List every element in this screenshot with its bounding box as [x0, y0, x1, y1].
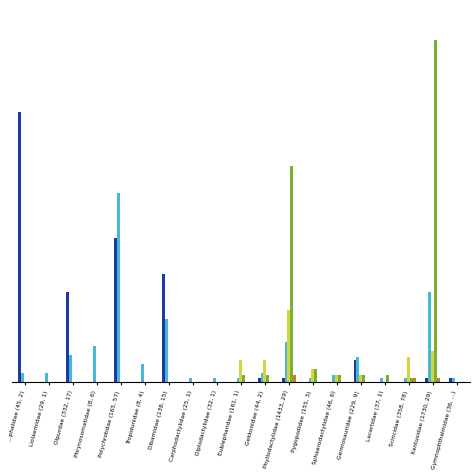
Bar — [311, 369, 314, 383]
Bar — [290, 166, 293, 383]
Bar — [242, 375, 245, 383]
Bar — [164, 319, 168, 383]
Bar — [413, 378, 416, 383]
Bar — [354, 360, 356, 383]
Bar — [258, 378, 261, 383]
Bar — [162, 274, 164, 383]
Bar — [114, 238, 117, 383]
Bar — [284, 342, 287, 383]
Bar — [386, 375, 389, 383]
Bar — [264, 360, 266, 383]
Bar — [449, 378, 452, 383]
Bar — [431, 351, 434, 383]
Bar — [21, 374, 24, 383]
Bar — [237, 378, 239, 383]
Bar — [261, 374, 264, 383]
Bar — [452, 378, 455, 383]
Bar — [428, 292, 431, 383]
Bar — [189, 378, 191, 383]
Bar — [338, 375, 341, 383]
Bar — [309, 378, 311, 383]
Bar — [239, 360, 242, 383]
Bar — [407, 357, 410, 383]
Bar — [66, 292, 69, 383]
Bar — [410, 378, 413, 383]
Bar — [213, 378, 216, 383]
Bar — [332, 375, 336, 383]
Bar — [336, 375, 338, 383]
Bar — [426, 378, 428, 383]
Bar — [266, 375, 269, 383]
Bar — [404, 378, 407, 383]
Bar — [356, 357, 359, 383]
Bar — [314, 369, 317, 383]
Bar — [287, 310, 290, 383]
Bar — [93, 346, 96, 383]
Bar — [141, 365, 144, 383]
Bar — [362, 375, 365, 383]
Bar — [69, 356, 72, 383]
Bar — [45, 374, 48, 383]
Bar — [293, 375, 296, 383]
Bar — [359, 375, 362, 383]
Bar — [381, 378, 383, 383]
Bar — [437, 378, 440, 383]
Bar — [117, 193, 119, 383]
Bar — [282, 378, 284, 383]
Bar — [434, 40, 437, 383]
Bar — [18, 112, 21, 383]
